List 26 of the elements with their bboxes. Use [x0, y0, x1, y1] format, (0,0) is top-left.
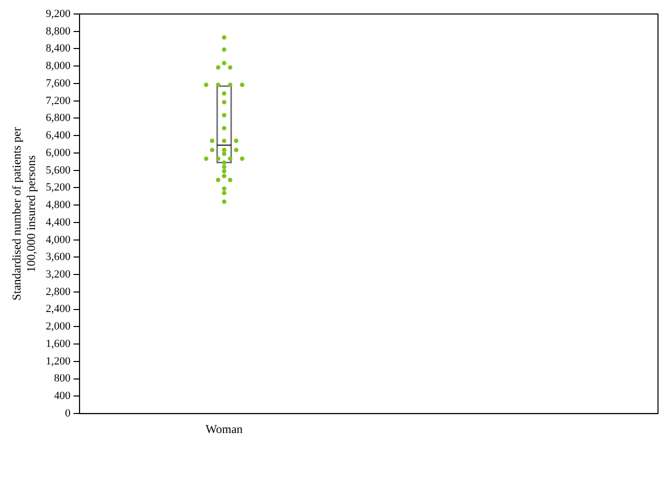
y-tick-label: 3,200 — [46, 268, 72, 280]
y-tick-label: 1,200 — [46, 355, 72, 368]
y-tick-label: 6,000 — [46, 146, 72, 159]
y-tick-label: 7,200 — [46, 94, 72, 107]
y-tick-label: 4,400 — [46, 216, 72, 228]
y-tick-label: 9,200 — [46, 8, 72, 20]
y-tick-label: 400 — [54, 390, 72, 402]
y-tick-label: 6,800 — [46, 112, 72, 124]
y-tick-label: 4,800 — [46, 199, 72, 212]
y-axis-title: Standardised number of patients per 100,000 insured persons — [9, 127, 38, 300]
y-tick-label: 2,800 — [46, 286, 72, 298]
y-tick-label: 8,800 — [46, 25, 72, 38]
y-tick-label: 8,000 — [46, 60, 72, 72]
y-tick-label: 1,600 — [46, 338, 72, 350]
y-tick-label: 2,000 — [46, 320, 72, 333]
y-tick-label: 3,600 — [46, 251, 72, 264]
y-tick-label: 4,000 — [46, 234, 72, 246]
y-tick-label: 5,600 — [46, 164, 72, 176]
y-tick-label: 6,400 — [46, 130, 72, 142]
y-tick-label: 5,200 — [46, 182, 72, 194]
x-tick-label: Woman — [206, 422, 243, 436]
y-tick-label: 0 — [65, 407, 72, 420]
y-tick-label: 7,600 — [46, 77, 72, 90]
y-tick-label: 8,400 — [46, 42, 72, 55]
y-tick-label: 800 — [54, 372, 72, 385]
y-tick-label: 2,400 — [46, 303, 72, 316]
